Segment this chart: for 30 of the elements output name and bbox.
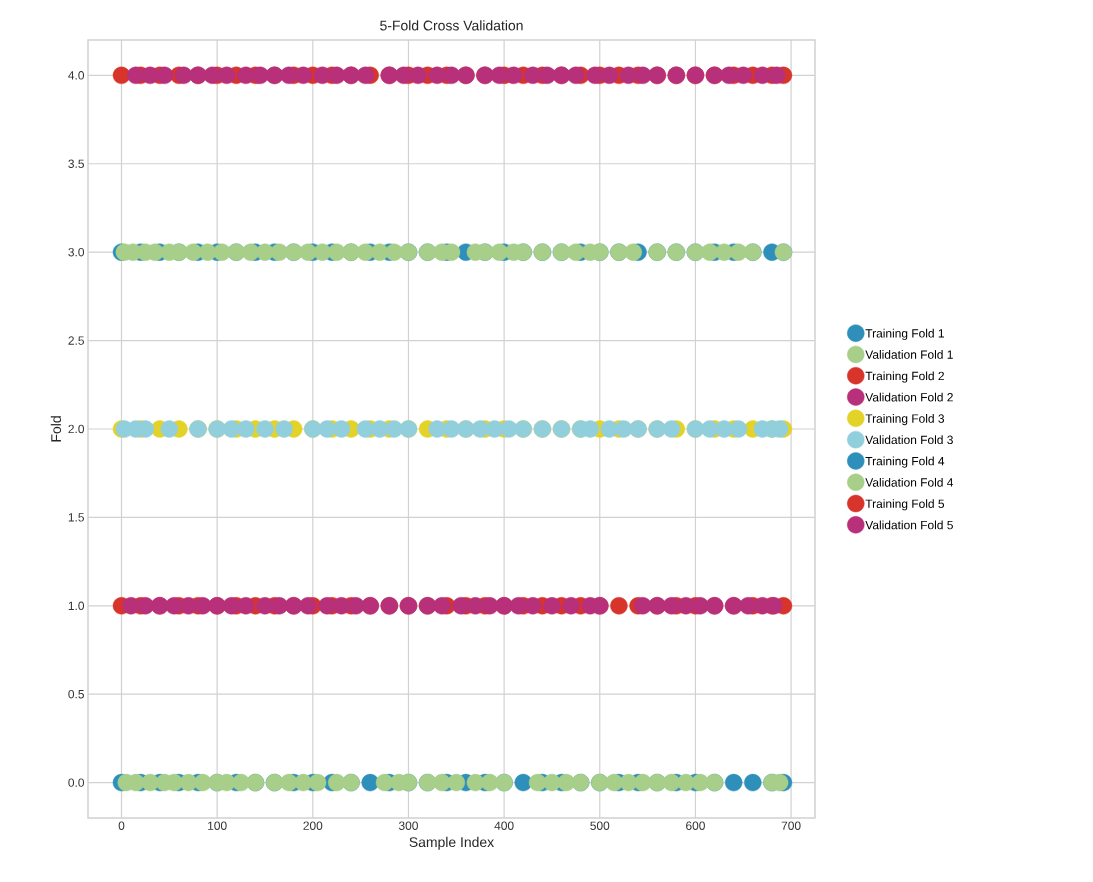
y-tick-label: 0.0 <box>68 778 85 787</box>
legend-label: Validation Fold 3 <box>865 435 953 445</box>
y-tick-label: 3.5 <box>68 159 84 168</box>
y-tick-label: 1.0 <box>68 601 85 611</box>
legend-label: Training Fold 3 <box>865 414 945 426</box>
y-tick-label: 1.5 <box>68 513 84 522</box>
legend-label: Training Fold 1 <box>865 328 944 340</box>
x-tick-label: 600 <box>686 821 705 830</box>
x-tick-label: 200 <box>303 821 323 830</box>
x-tick-label: 0 <box>118 821 125 830</box>
legend-label: Validation Fold 2 <box>865 392 953 402</box>
x-tick-label: 100 <box>208 821 227 830</box>
y-tick-label: 2.5 <box>68 336 84 345</box>
x-tick-label: 500 <box>590 821 610 830</box>
legend-label: Validation Fold 5 <box>865 520 953 530</box>
y-tick-label: 4.0 <box>68 71 85 80</box>
x-tick-label: 700 <box>781 821 801 830</box>
legend-label: Validation Fold 1 <box>865 350 953 359</box>
chart-title: 5-Fold Cross Validation <box>380 20 523 31</box>
y-tick-label: 2.0 <box>68 424 85 434</box>
legend-label: Training Fold 4 <box>865 456 945 468</box>
x-tick-label: 300 <box>398 821 418 830</box>
y-axis-title: Fold <box>50 416 62 442</box>
y-tick-label: 3.0 <box>68 247 85 257</box>
y-tick-label: 0.5 <box>68 689 84 699</box>
x-axis-title: Sample Index <box>409 836 494 850</box>
x-tick-label: 400 <box>494 821 514 830</box>
legend-label: Validation Fold 4 <box>865 477 954 487</box>
legend-label: Training Fold 2 <box>865 371 944 383</box>
legend-label: Training Fold 5 <box>865 499 945 511</box>
